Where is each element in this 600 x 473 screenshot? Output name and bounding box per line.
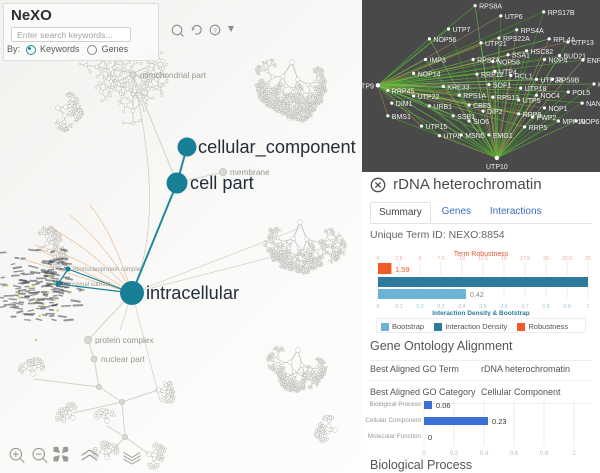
svg-text:NAN1: NAN1 (586, 101, 600, 108)
svg-text:RPS22A: RPS22A (503, 36, 530, 43)
svg-text:UTP5: UTP5 (523, 98, 541, 105)
svg-text:0.2: 0.2 (416, 304, 423, 310)
svg-text:EMG1: EMG1 (493, 133, 513, 140)
svg-text:0: 0 (377, 304, 380, 310)
svg-text:0.8: 0.8 (540, 451, 549, 457)
svg-text:ribosomal subunit: ribosomal subunit (63, 282, 110, 288)
svg-text:NOC4: NOC4 (541, 93, 561, 100)
svg-text:17.5: 17.5 (520, 256, 530, 262)
svg-text:UTP6: UTP6 (505, 14, 523, 21)
svg-text:0.9: 0.9 (563, 304, 570, 310)
svg-text:0: 0 (428, 433, 432, 442)
svg-text:DIM1: DIM1 (396, 101, 413, 108)
svg-text:NOP14: NOP14 (418, 71, 441, 78)
svg-text:POL5: POL5 (572, 90, 590, 97)
svg-text:0.8: 0.8 (542, 304, 549, 310)
svg-text:nuclear part: nuclear part (101, 354, 146, 364)
svg-text:UTP18: UTP18 (525, 86, 547, 93)
svg-text:RPS1A: RPS1A (463, 93, 486, 100)
svg-text:ENP1: ENP1 (587, 58, 600, 65)
svg-text:SIO6: SIO6 (473, 119, 489, 126)
svg-text:10: 10 (459, 256, 465, 262)
svg-text:PWP2: PWP2 (537, 115, 557, 122)
svg-text:2.5: 2.5 (395, 256, 402, 262)
svg-text:URB1: URB1 (433, 104, 452, 111)
svg-text:22.5: 22.5 (562, 256, 572, 262)
svg-text:UTP8: UTP8 (443, 134, 461, 141)
svg-text:SOF1: SOF1 (493, 83, 511, 90)
svg-text:12.5: 12.5 (478, 256, 488, 262)
svg-text:MPP10: MPP10 (562, 119, 585, 126)
svg-text:ribonucleoprotein complex: ribonucleoprotein complex (73, 267, 143, 273)
svg-text:5: 5 (419, 256, 422, 262)
svg-text:MSN5: MSN5 (465, 133, 485, 140)
svg-text:KRE33: KRE33 (447, 85, 469, 92)
svg-text:NOP58: NOP58 (497, 60, 520, 67)
svg-text:0.42: 0.42 (470, 292, 484, 299)
svg-text:1: 1 (572, 451, 576, 457)
svg-text:0: 0 (377, 256, 380, 262)
svg-text:Interaction Density & Bootstra: Interaction Density & Bootstrap (432, 310, 530, 316)
svg-text:15: 15 (501, 256, 507, 262)
svg-text:NOP56: NOP56 (433, 37, 456, 44)
svg-text:?: ? (213, 28, 217, 35)
svg-text:0.2: 0.2 (450, 451, 459, 457)
svg-text:SSA1: SSA1 (512, 53, 530, 60)
svg-text:UTP13: UTP13 (572, 40, 594, 47)
svg-text:RPS13: RPS13 (497, 95, 519, 102)
svg-text:Biological Process: Biological Process (370, 401, 421, 408)
svg-text:20: 20 (543, 256, 549, 262)
svg-text:intracellular: intracellular (146, 283, 239, 303)
svg-text:RPS17B: RPS17B (548, 10, 575, 17)
svg-text:UTP9: UTP9 (362, 83, 374, 90)
svg-text:0.1: 0.1 (395, 304, 402, 310)
svg-text:IMP3: IMP3 (430, 58, 446, 65)
svg-text:RPS8A: RPS8A (479, 4, 502, 11)
svg-text:0: 0 (422, 451, 426, 457)
svg-text:RPS9B: RPS9B (556, 77, 579, 84)
svg-text:UTP22: UTP22 (418, 94, 440, 101)
svg-text:mitochondrial part: mitochondrial part (140, 70, 207, 80)
svg-text:BUD21: BUD21 (564, 54, 587, 61)
svg-text:0.23: 0.23 (492, 417, 507, 426)
svg-text:protein complex: protein complex (95, 335, 154, 345)
svg-text:RPS4A: RPS4A (521, 28, 544, 35)
svg-text:7.5: 7.5 (437, 256, 444, 262)
svg-text:cellular_component: cellular_component (198, 137, 356, 158)
svg-text:1: 1 (587, 304, 590, 310)
svg-text:RRP45: RRP45 (392, 88, 415, 95)
svg-text:0.06: 0.06 (436, 401, 451, 410)
svg-text:1.59: 1.59 (395, 265, 410, 274)
svg-text:RCL1: RCL1 (515, 73, 533, 80)
svg-text:BMS1: BMS1 (392, 114, 411, 121)
svg-text:Molecular Function: Molecular Function (368, 433, 422, 440)
svg-text:UTP15: UTP15 (426, 124, 448, 131)
svg-text:NOP1: NOP1 (549, 106, 568, 113)
svg-text:RRP5: RRP5 (529, 125, 548, 132)
svg-text:HSC82: HSC82 (531, 49, 554, 56)
svg-text:UTP7: UTP7 (453, 27, 471, 34)
svg-text:UTP10: UTP10 (486, 164, 508, 171)
svg-text:0.4: 0.4 (480, 451, 489, 457)
svg-text:DIP2: DIP2 (487, 109, 503, 116)
svg-text:25: 25 (585, 256, 591, 262)
svg-text:Cellular Component: Cellular Component (365, 417, 421, 424)
svg-text:0.6: 0.6 (510, 451, 519, 457)
svg-text:cell part: cell part (190, 173, 254, 193)
